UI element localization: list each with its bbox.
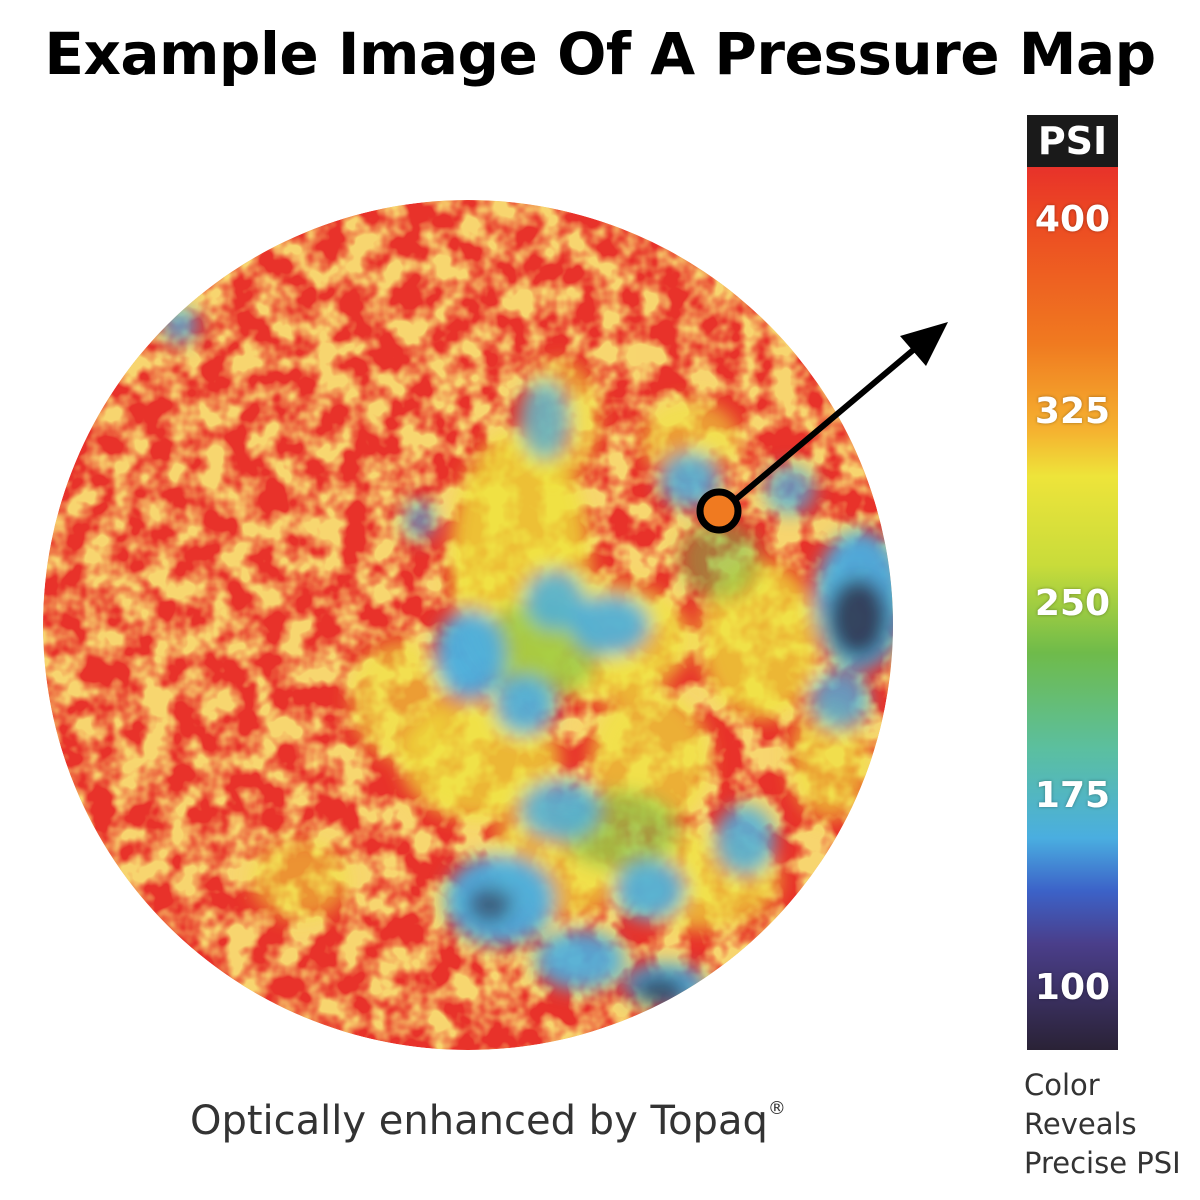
pressure-zone-175 — [525, 570, 585, 630]
pressure-zone-175 — [520, 780, 600, 840]
pressure-zone-175 — [495, 675, 555, 735]
colorbar-gradient — [1027, 167, 1118, 1050]
colorbar-tick-325: 325 — [1034, 391, 1111, 432]
page-title: Example Image Of A Pressure Map — [44, 20, 1156, 88]
side-note-line-2: Reveals — [1024, 1107, 1137, 1141]
pressure-map-disc — [43, 200, 893, 1050]
colorbar-tick-100: 100 — [1034, 967, 1111, 1008]
colorbar-tick-250: 250 — [1034, 583, 1111, 624]
pressure-zone-325 — [700, 560, 820, 720]
side-note-line-3: Precise PSI — [1024, 1146, 1181, 1180]
pressure-zone-325 — [790, 700, 870, 820]
pressure-zone-100 — [828, 578, 888, 658]
colorbar-tick-400: 400 — [1034, 199, 1111, 240]
colorbar-tick-175: 175 — [1034, 775, 1111, 816]
pressure-zone-175 — [570, 595, 650, 655]
colorbar-label: PSI — [1027, 115, 1118, 167]
pressure-zone-175 — [765, 465, 815, 515]
pressure-zone-175 — [535, 930, 625, 990]
pressure-zone-175 — [435, 610, 505, 700]
pressure-zone-325 — [350, 640, 450, 760]
pressure-zone-325 — [640, 400, 740, 480]
annotation-point-marker — [696, 488, 742, 534]
pressure-zone-250 — [680, 520, 760, 600]
pressure-map — [43, 200, 948, 1050]
pressure-zone-175 — [810, 670, 870, 730]
side-note-line-1: Color — [1024, 1068, 1100, 1102]
pressure-zone-175 — [615, 860, 685, 920]
pressure-zone-175 — [162, 307, 198, 343]
caption-text: Optically enhanced by Topaq — [190, 1098, 768, 1144]
pressure-zone-175 — [520, 380, 570, 460]
pressure-zone-325 — [250, 840, 350, 920]
registered-mark: ® — [767, 1098, 786, 1119]
side-note: Color Reveals Precise PSI — [1024, 1066, 1181, 1183]
pressure-zone-100 — [634, 976, 686, 1004]
pressure-zone-100 — [468, 887, 512, 923]
pressure-zone-175 — [715, 805, 775, 875]
psi-colorbar: PSI 400 325 250 175 100 — [1027, 115, 1118, 1050]
annotation-arrow — [696, 322, 948, 534]
pressure-zone-175 — [404, 500, 436, 540]
caption: Optically enhanced by Topaq® — [190, 1098, 786, 1144]
